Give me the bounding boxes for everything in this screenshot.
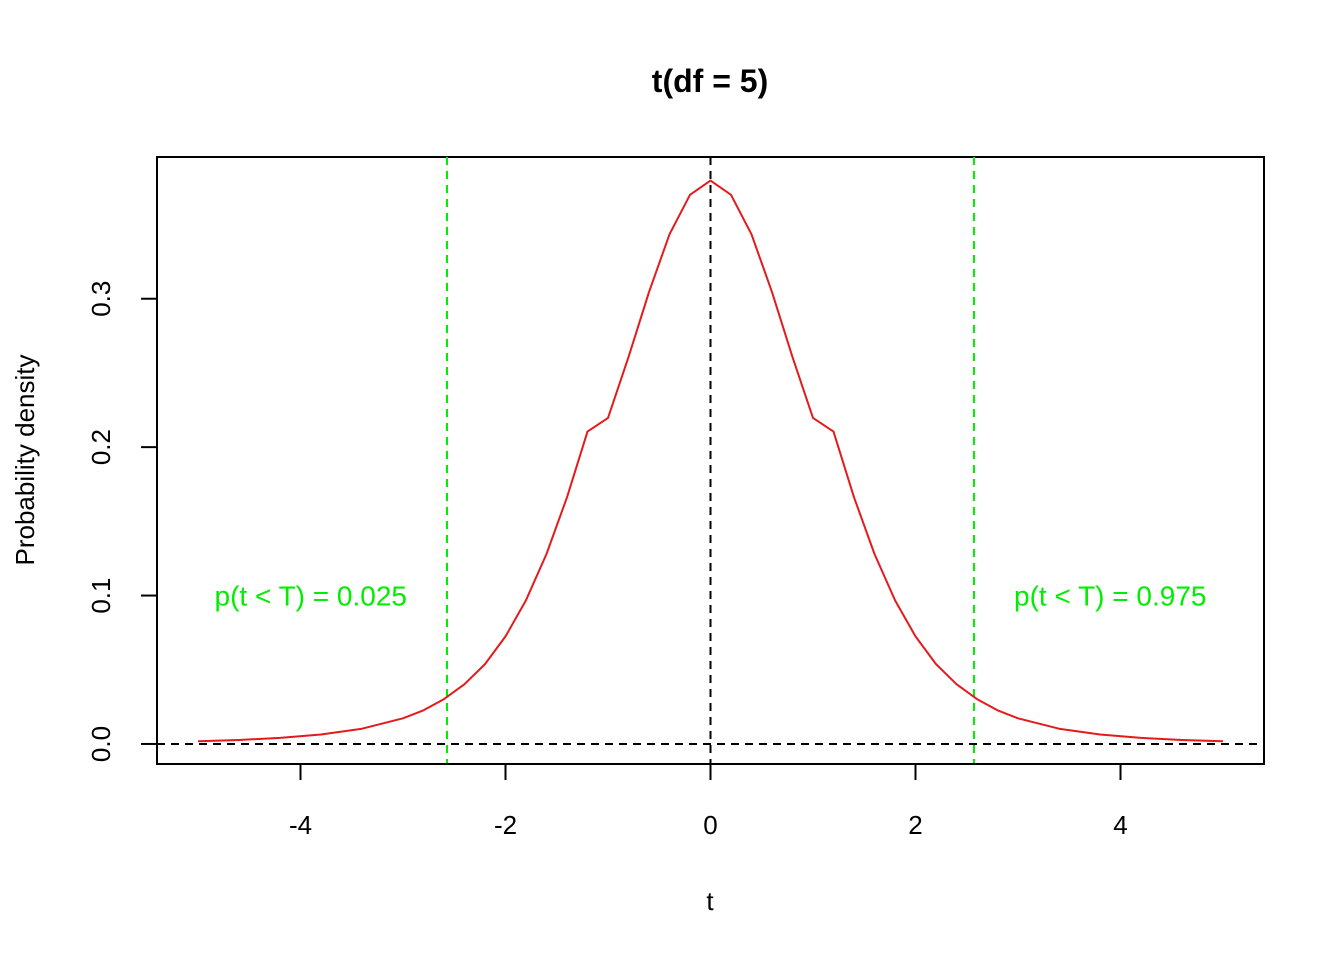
series-layer <box>197 179 1224 743</box>
x-tick-label: 2 <box>908 810 922 840</box>
probability-annotation-right: p(t < T) = 0.975 <box>1014 581 1207 612</box>
x-axis: -4 -2 0 2 4 <box>289 763 1128 840</box>
x-tick-label: 4 <box>1113 810 1127 840</box>
x-axis-label: t <box>706 886 714 916</box>
y-axis: 0.0 0.1 0.2 0.3 <box>86 281 158 762</box>
x-tick-label: -2 <box>494 810 517 840</box>
y-tick-label: 0.2 <box>86 429 116 465</box>
y-tick-label: 0.1 <box>86 578 116 614</box>
probability-annotation-left: p(t < T) = 0.025 <box>215 581 408 612</box>
reference-lines <box>157 157 1264 764</box>
y-tick-label: 0.3 <box>86 281 116 317</box>
y-tick-label: 0.0 <box>86 726 116 762</box>
annotations: p(t < T) = 0.025 p(t < T) = 0.975 <box>215 581 1207 612</box>
density-curve-line <box>197 179 1224 743</box>
x-tick-label: -4 <box>289 810 312 840</box>
chart-title: t(df = 5) <box>652 63 768 99</box>
y-axis-label: Probability density <box>10 355 40 566</box>
x-tick-label: 0 <box>703 810 717 840</box>
